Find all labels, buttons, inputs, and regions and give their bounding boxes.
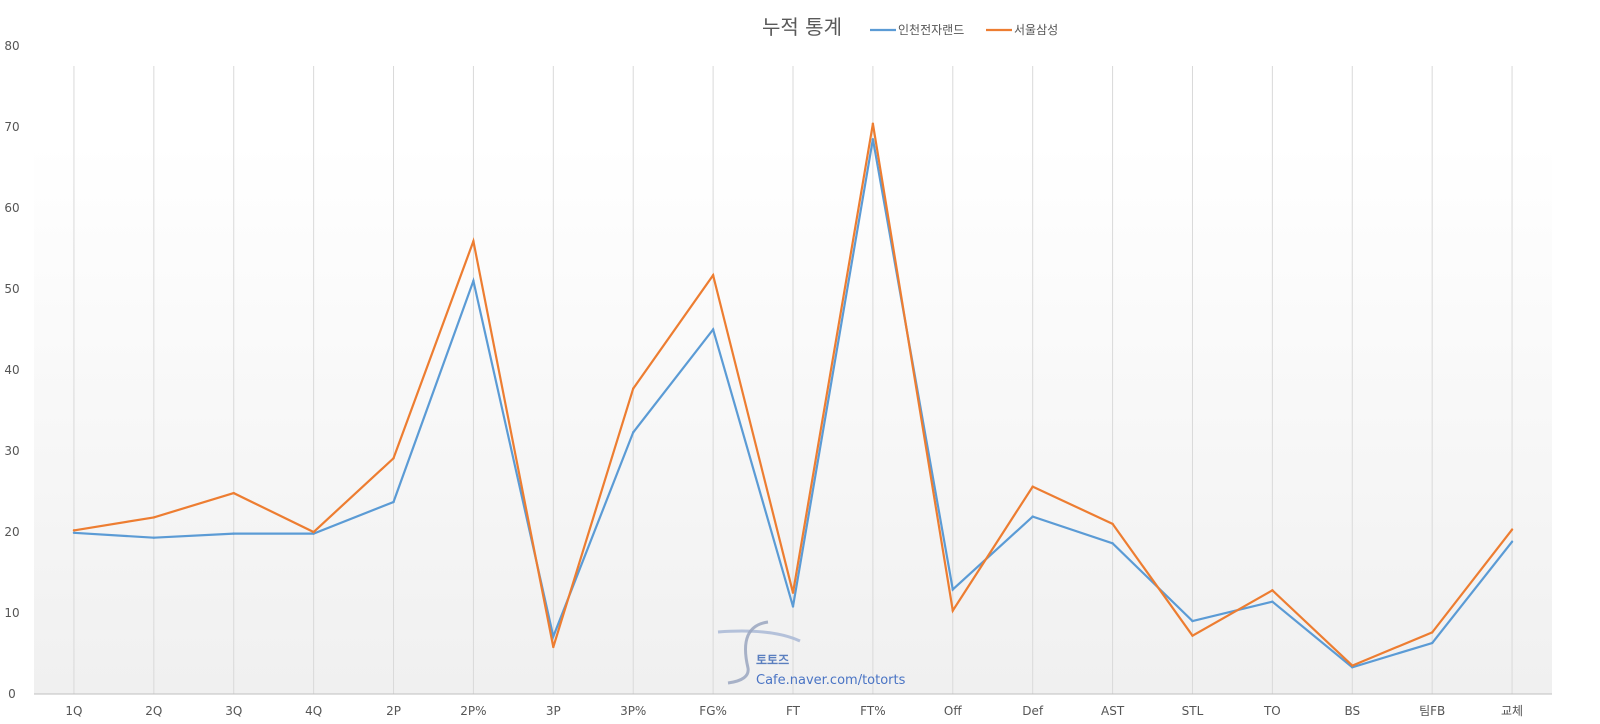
data-point [1430, 641, 1434, 645]
axes: 1Q 2Q 3Q 4Q 2P 2P% 3P 3P% FG% FT FT% Off Def AST STL TO… [4, 39, 1552, 718]
y-tick-label: 20 [4, 525, 19, 539]
x-tick-label: 교체 [1501, 704, 1523, 718]
data-point [472, 279, 475, 283]
x-tick-label: FT% [860, 704, 885, 718]
y-tick-label: 80 [4, 39, 19, 53]
x-tick-label: Off [944, 704, 962, 718]
data-point [632, 431, 635, 434]
y-tick-label: 10 [4, 606, 19, 620]
data-point [1191, 634, 1194, 637]
y-tick-label: 0 [8, 687, 16, 701]
data-point [72, 531, 76, 535]
x-tick-label: 팀FB [1419, 704, 1445, 718]
data-point [152, 536, 156, 539]
y-tick-label: 70 [4, 120, 19, 134]
data-point [1271, 589, 1274, 592]
data-point [1111, 522, 1114, 526]
data-point [472, 240, 475, 243]
data-point [791, 591, 795, 594]
series-lines [72, 122, 1514, 669]
x-tick-label: 1Q [65, 704, 82, 718]
x-tick-label: 2P% [460, 704, 486, 718]
x-tick-label: 3P% [620, 704, 646, 718]
data-point [1191, 619, 1194, 623]
data-point [871, 137, 875, 141]
y-tick-label: 30 [4, 444, 19, 458]
data-point [552, 645, 555, 649]
data-point [1510, 540, 1514, 543]
x-tick-label: 3P [546, 704, 561, 718]
data-point [632, 387, 635, 390]
x-tick-label: AST [1101, 704, 1125, 718]
data-point [232, 491, 235, 495]
x-tick-label: FT [786, 704, 801, 718]
data-point [1271, 600, 1274, 603]
data-point [711, 328, 715, 331]
x-tick-label: FG% [699, 704, 727, 718]
legend-label: 인천전자랜드 [898, 22, 964, 37]
watermark-url: Cafe.naver.com/totorts [756, 673, 906, 688]
data-point [1111, 542, 1114, 545]
legend-label: 서울삼성 [1014, 23, 1058, 37]
data-point [1031, 515, 1034, 518]
x-tick-label: 2P [386, 704, 401, 718]
data-point [312, 530, 315, 534]
data-point [1510, 528, 1514, 531]
data-point [1351, 664, 1354, 667]
watermark-title: 토토즈 [756, 653, 789, 667]
data-point [951, 588, 954, 591]
data-point [871, 122, 875, 125]
y-tick-label: 50 [4, 282, 19, 296]
data-point [711, 274, 715, 277]
x-tick-label: 2Q [145, 704, 162, 718]
data-point [392, 500, 395, 504]
y-tick-label: 60 [4, 201, 19, 215]
x-tick-label: STL [1182, 704, 1204, 718]
data-point [392, 457, 395, 460]
watermark: 토토즈 Cafe.naver.com/totorts [717, 620, 906, 688]
data-point [72, 529, 76, 532]
data-point [791, 605, 795, 608]
data-point [232, 532, 235, 535]
x-tick-label: Def [1022, 704, 1044, 718]
x-tick-label: 4Q [305, 704, 322, 718]
data-point [951, 609, 954, 612]
data-point [1430, 631, 1434, 634]
watermark-logo-icon [717, 629, 801, 643]
legend: 인천전자랜드 서울삼성 [870, 22, 1058, 37]
y-tick-label: 40 [4, 363, 19, 377]
x-tick-label: BS [1344, 704, 1360, 718]
x-tick-label: TO [1263, 704, 1281, 718]
x-tick-label: 3Q [225, 704, 242, 718]
data-point [1031, 485, 1034, 488]
data-point [552, 635, 555, 638]
watermark-logo-stem-icon [727, 620, 769, 685]
data-point [152, 516, 156, 519]
chart-title: 누적 통계 [762, 15, 842, 39]
